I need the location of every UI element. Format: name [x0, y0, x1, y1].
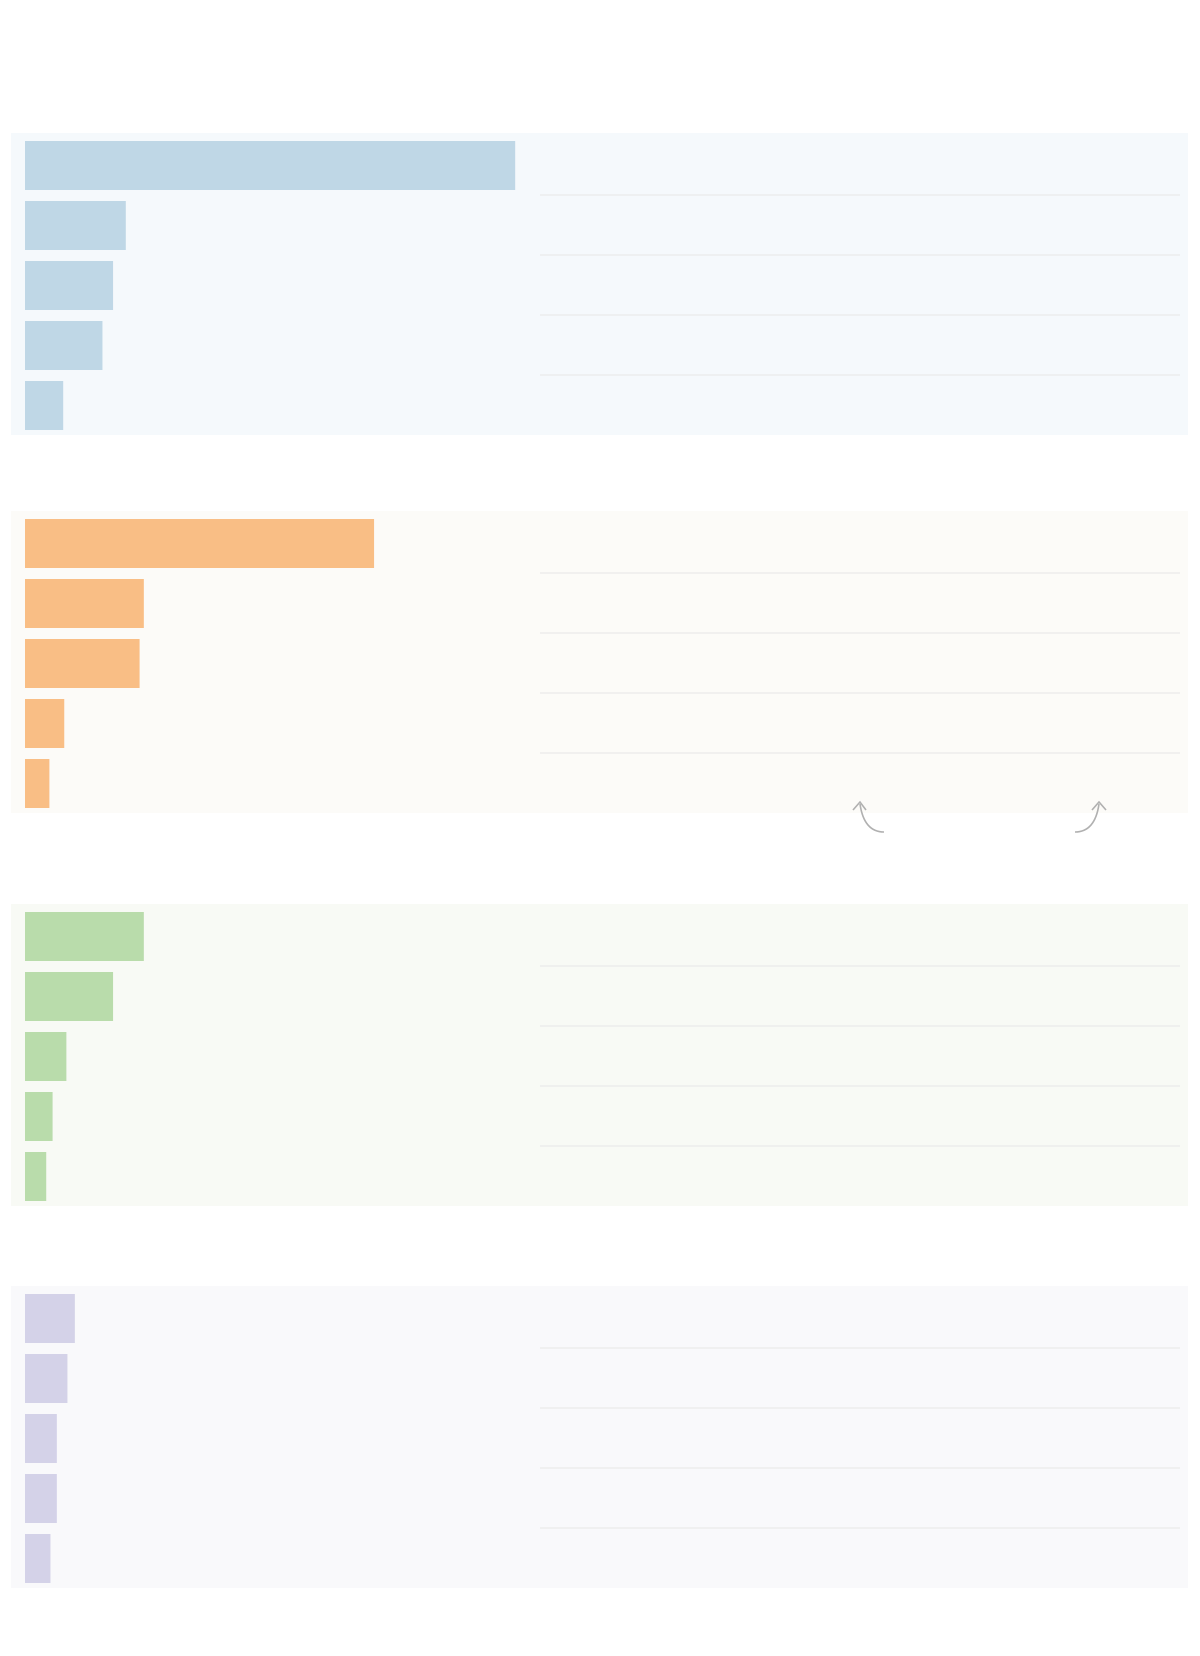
bar — [25, 699, 65, 748]
bar — [25, 759, 50, 808]
bar — [25, 912, 144, 961]
bar — [25, 1294, 75, 1343]
bar — [25, 321, 103, 370]
bar — [25, 1032, 67, 1081]
arrow-left — [859, 803, 885, 833]
bar — [25, 579, 144, 628]
bar — [25, 972, 114, 1021]
arrow-right — [1074, 803, 1100, 833]
bar — [25, 1414, 57, 1463]
bar — [25, 261, 114, 310]
bar — [25, 639, 140, 688]
arrow-right-head — [1091, 800, 1107, 811]
panel-background — [11, 1286, 1188, 1588]
bar — [25, 1152, 47, 1201]
bar — [25, 141, 516, 190]
bar — [25, 201, 126, 250]
bar — [25, 1354, 68, 1403]
curved-arrows — [852, 800, 1107, 833]
bar — [25, 1534, 51, 1583]
bar — [25, 1092, 53, 1141]
bar — [25, 1474, 57, 1523]
bar — [25, 519, 375, 568]
panel-background — [11, 904, 1188, 1206]
bar — [25, 381, 64, 430]
arrow-left-head — [852, 800, 867, 811]
